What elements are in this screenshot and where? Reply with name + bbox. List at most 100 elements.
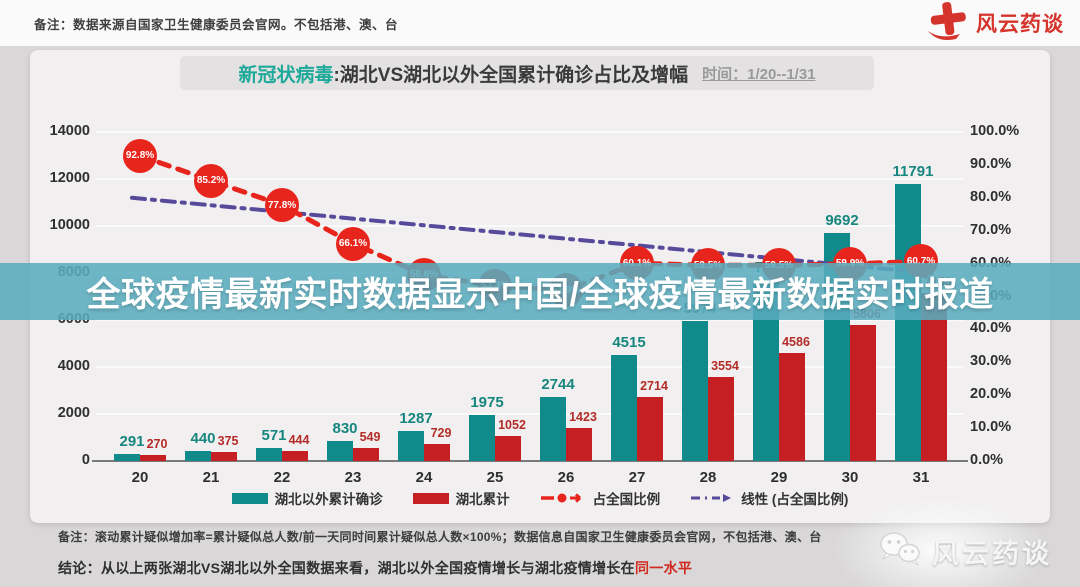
legend-label: 湖北以外累计确诊 xyxy=(274,492,383,507)
footer-conclusion: 结论：从以上两张湖北VS湖北以外全国数据来看，湖北以外全国疫情增长与湖北疫情增长… xyxy=(58,558,692,578)
bar-hubei xyxy=(637,397,663,461)
bar-label-nonhubei: 2744 xyxy=(541,375,575,393)
y2-axis-tick-label: 10.0% xyxy=(970,419,1012,436)
chart-title-time-range: 时间：1/20--1/31 xyxy=(702,65,816,83)
y2-axis-tick-label: 20.0% xyxy=(970,386,1012,403)
bar-label-nonhubei: 4515 xyxy=(612,333,646,351)
chart-title-text: :湖北VS湖北以外全国累计确诊占比及增幅 xyxy=(333,64,689,86)
wechat-icon xyxy=(878,530,922,573)
bar-label-hubei: 375 xyxy=(217,434,239,449)
x-axis-tick-label: 31 xyxy=(912,469,930,486)
top-header-bar: 备注：数据来源自国家卫生健康委员会官网。不包括港、澳、台 风云药谈 xyxy=(0,0,1080,46)
y2-axis-tick-label: 40.0% xyxy=(970,320,1012,337)
bar-nonhubei xyxy=(682,320,708,461)
bar-hubei xyxy=(495,436,521,461)
gridline xyxy=(96,366,964,368)
bar-label-hubei: 3554 xyxy=(711,359,739,374)
headline-text: 全球疫情最新实时数据显示中国/全球疫情最新数据实时报道 xyxy=(86,276,994,314)
bar-label-nonhubei: 1975 xyxy=(470,393,504,411)
bar-label-hubei: 444 xyxy=(288,432,310,447)
y2-axis-tick-label: 90.0% xyxy=(970,155,1012,172)
y2-axis-tick-label: 80.0% xyxy=(970,188,1012,205)
bar-hubei xyxy=(282,450,308,461)
legend-item: 湖北以外累计确诊 xyxy=(231,488,383,508)
bar-nonhubei xyxy=(256,447,282,461)
y2-axis-tick-label: 100.0% xyxy=(970,123,1020,139)
bar-nonhubei xyxy=(611,354,637,461)
x-axis-tick-label: 20 xyxy=(131,469,149,486)
legend-label: 线性 (占全国比例) xyxy=(741,492,849,507)
bar-label-hubei: 729 xyxy=(430,425,452,440)
brand-glow xyxy=(830,495,1050,587)
y-axis-tick-label: 12000 xyxy=(49,170,90,186)
legend-item: 线性 (占全国比例) xyxy=(690,488,848,508)
y-axis-tick-label: 14000 xyxy=(49,123,90,139)
bar-label-nonhubei: 1287 xyxy=(399,409,433,427)
bar-nonhubei xyxy=(327,441,353,461)
x-axis-tick-label: 23 xyxy=(344,469,362,486)
x-axis-line xyxy=(92,460,968,462)
chart-legend: 湖北以外累计确诊 湖北累计 占全国比例 线性 (占全国比例) xyxy=(30,488,1050,508)
bar-nonhubei xyxy=(398,430,424,461)
bar-hubei xyxy=(566,427,592,461)
y-axis-tick-label: 0 xyxy=(81,452,90,468)
bar-label-hubei: 2714 xyxy=(640,379,668,394)
legend-swatch xyxy=(231,492,268,504)
legend-swatch xyxy=(412,492,449,504)
red-cross-icon xyxy=(926,0,972,47)
brand-logo: 风云药谈 xyxy=(926,0,1064,47)
bar-label-nonhubei: 440 xyxy=(190,429,216,447)
legend-line-sample xyxy=(540,493,581,503)
bar-label-nonhubei: 11791 xyxy=(892,162,934,180)
bar-hubei xyxy=(779,353,805,461)
x-axis-tick-label: 22 xyxy=(273,469,291,486)
y2-axis-tick-label: 70.0% xyxy=(970,221,1012,238)
legend-item: 湖北累计 xyxy=(412,488,510,508)
bar-nonhubei xyxy=(185,450,211,461)
x-axis-tick-label: 28 xyxy=(699,469,717,486)
y-axis-tick-label: 10000 xyxy=(49,217,90,233)
bar-label-hubei: 4586 xyxy=(782,335,810,350)
bar-label-hubei: 270 xyxy=(146,436,168,451)
x-axis-tick-label: 30 xyxy=(841,469,859,486)
footer-brand-name: 风云药谈 xyxy=(932,539,1052,569)
x-axis-tick-label: 25 xyxy=(486,469,504,486)
gridline xyxy=(96,413,964,415)
bar-hubei xyxy=(424,443,450,461)
percent-marker: 85.2% xyxy=(194,163,228,198)
percent-marker: 66.1% xyxy=(336,226,370,261)
x-axis-tick-label: 27 xyxy=(628,469,646,486)
bar-nonhubei xyxy=(469,414,495,461)
bar-nonhubei xyxy=(895,183,921,461)
gridline xyxy=(96,319,964,321)
y2-axis-tick-label: 0.0% xyxy=(970,452,1004,468)
bar-hubei xyxy=(353,448,379,461)
conclusion-body: 从以上两张湖北VS湖北以外全国数据来看，湖北以外全国疫情增长与湖北疫情增长在 xyxy=(100,560,635,576)
bar-label-nonhubei: 291 xyxy=(119,433,145,451)
footer-note: 备注：滚动累计疑似增加率=累计疑似总人数/前一天同时间累计疑似总人数×100%；… xyxy=(58,530,822,544)
bar-label-nonhubei: 571 xyxy=(261,426,287,444)
y-axis-tick-label: 2000 xyxy=(57,405,90,421)
gridline xyxy=(96,131,964,133)
bar-nonhubei xyxy=(540,396,566,461)
bar-label-hubei: 549 xyxy=(359,430,381,445)
bar-nonhubei xyxy=(114,454,140,461)
conclusion-prefix: 结论： xyxy=(58,560,101,576)
percent-marker: 92.8% xyxy=(123,138,157,173)
brand-name: 风云药谈 xyxy=(976,13,1064,36)
bar-label-nonhubei: 830 xyxy=(332,420,358,438)
bar-hubei xyxy=(921,292,947,461)
bar-hubei xyxy=(708,377,734,461)
x-axis-tick-label: 24 xyxy=(415,469,433,486)
bar-label-nonhubei: 9692 xyxy=(825,212,859,230)
bar-hubei xyxy=(850,324,876,461)
data-source-note: 备注：数据来源自国家卫生健康委员会官网。不包括港、澳、台 xyxy=(34,17,399,32)
legend-item: 占全国比例 xyxy=(540,488,660,508)
chart-plot-area: 020004000600080001000012000140000.0%10.0… xyxy=(30,5,1050,486)
headline-banner: 全球疫情最新实时数据显示中国/全球疫情最新数据实时报道 xyxy=(0,263,1080,320)
chart-title-bar: 新冠状病毒 :湖北VS湖北以外全国累计确诊占比及增幅 时间：1/20--1/31 xyxy=(180,56,874,90)
conclusion-highlight: 同一水平 xyxy=(634,560,693,576)
percent-marker: 77.8% xyxy=(265,188,299,223)
legend-label: 湖北累计 xyxy=(455,492,510,507)
